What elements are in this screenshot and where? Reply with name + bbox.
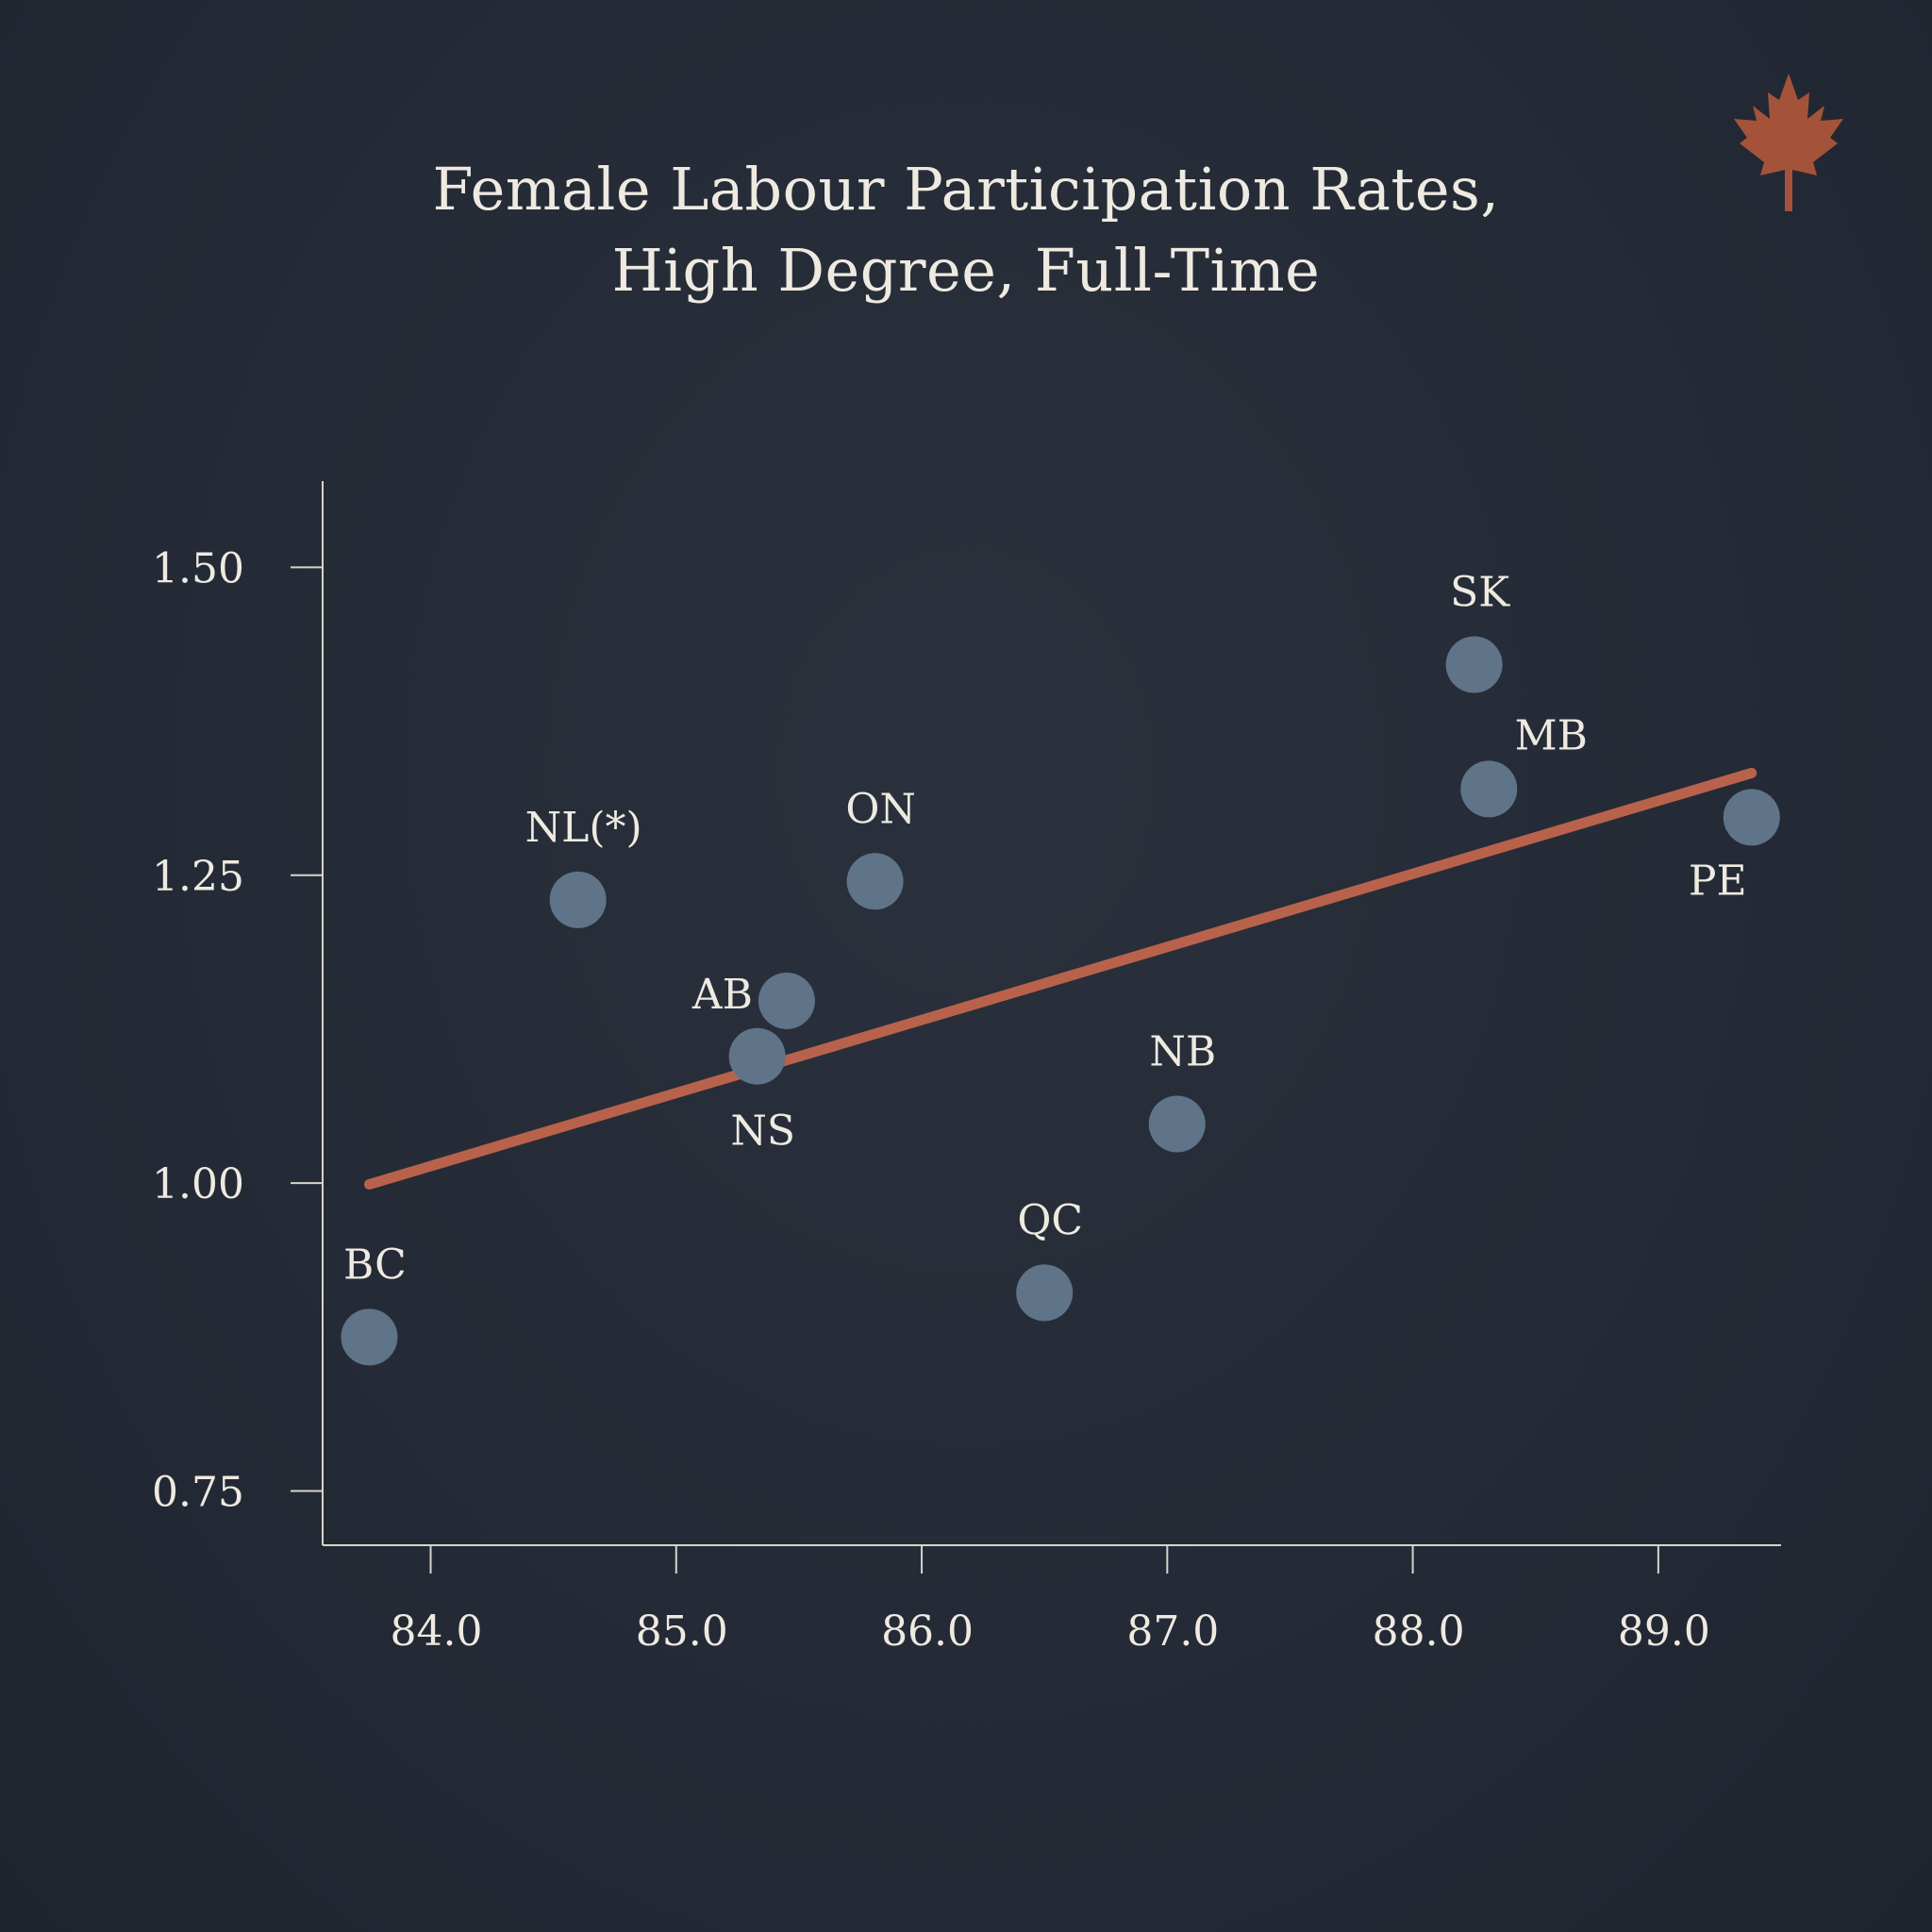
axis-ticks: 84.0 85.0 86.0 87.0 88.0 89.0 0.75 1.00 1.25 1.50 [152, 544, 1710, 1656]
data-point [1723, 789, 1780, 846]
chart-title-line-2: High Degree, Full-Time [611, 236, 1321, 305]
data-point-label: AB [691, 971, 753, 1019]
chart-title: Female Labour Participation Rates, High … [0, 149, 1932, 311]
data-point [1016, 1264, 1074, 1322]
axes [322, 481, 1781, 1546]
data-point-label: NL(*) [525, 804, 642, 852]
x-tick-label: 89.0 [1618, 1607, 1710, 1656]
y-tick-label: 1.50 [152, 544, 244, 592]
trendline-group [363, 767, 1757, 1190]
y-tick-label: 1.00 [152, 1160, 244, 1208]
data-point-label: SK [1450, 569, 1510, 617]
data-point [549, 871, 607, 928]
trendline [363, 767, 1757, 1190]
data-point-label: NB [1149, 1028, 1216, 1076]
data-point [846, 853, 904, 910]
x-tick-label: 88.0 [1373, 1607, 1465, 1656]
point-labels: BC NL(*) AB NS ON QC NB SK MB PE [343, 569, 1747, 1290]
data-point-label: ON [845, 785, 916, 833]
chart-title-line-1: Female Labour Participation Rates, [432, 155, 1500, 224]
data-point [1445, 636, 1503, 693]
data-point [1148, 1095, 1206, 1153]
x-tick-label: 86.0 [881, 1607, 974, 1656]
y-tick-label: 1.25 [152, 853, 244, 901]
maple-leaf-icon [1734, 74, 1843, 211]
data-points [341, 636, 1780, 1366]
data-point [341, 1308, 398, 1366]
data-point [728, 1027, 786, 1085]
data-point-label: NS [730, 1108, 795, 1156]
y-tick-label: 0.75 [152, 1469, 244, 1517]
x-tick-label: 87.0 [1126, 1607, 1219, 1656]
data-point-label: QC [1017, 1196, 1083, 1244]
x-tick-label: 85.0 [636, 1607, 728, 1656]
data-point [1460, 760, 1518, 818]
x-tick-label: 84.0 [391, 1607, 483, 1656]
data-point-label: BC [343, 1241, 407, 1289]
data-point-label: PE [1689, 857, 1747, 905]
data-point [758, 972, 815, 1029]
data-point-label: MB [1515, 711, 1588, 759]
